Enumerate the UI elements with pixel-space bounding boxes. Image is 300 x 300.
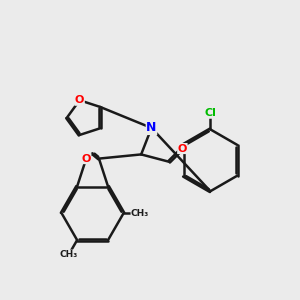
Text: O: O <box>82 154 91 164</box>
Text: O: O <box>75 95 84 105</box>
Text: N: N <box>146 122 157 134</box>
Text: CH₃: CH₃ <box>60 250 78 259</box>
Text: CH₃: CH₃ <box>130 209 149 218</box>
Text: Cl: Cl <box>204 108 216 118</box>
Text: O: O <box>178 143 187 154</box>
